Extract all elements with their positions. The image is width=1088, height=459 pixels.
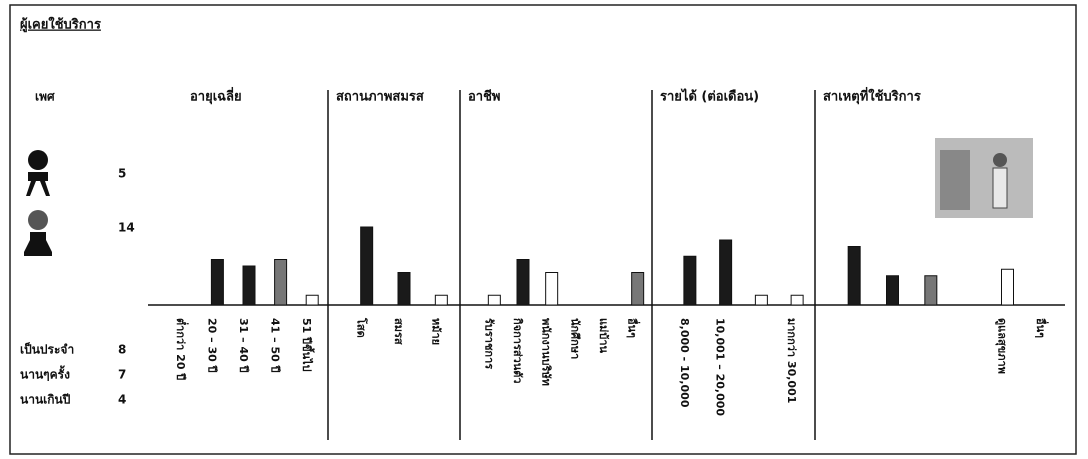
panel-title: สาเหตุที่ใช้บริการ xyxy=(823,87,921,105)
frequency-label: นานเกินปี xyxy=(20,393,71,407)
bar xyxy=(719,239,733,306)
bar-label: 20 – 30 ปี xyxy=(205,318,218,373)
bar xyxy=(790,294,804,306)
bar xyxy=(545,272,559,306)
bar-label: 51 ปีขึ้นไป xyxy=(300,318,315,372)
frequency-count: 7 xyxy=(118,368,126,382)
bar xyxy=(397,272,411,306)
male-count: 5 xyxy=(118,167,126,181)
panel-title: อายุเฉลี่ย xyxy=(190,87,242,105)
bar xyxy=(924,275,938,306)
bar-label: หม้าย xyxy=(429,318,442,345)
bar-label: รับราชการ xyxy=(482,318,495,369)
bar xyxy=(754,294,768,306)
bar-label: สมรส xyxy=(392,318,405,345)
bar xyxy=(242,265,256,306)
bar-label: 10,001 – 20,000 xyxy=(714,318,727,416)
frequency-label: เป็นประจำ xyxy=(20,342,74,357)
bar-label: แม่บ้าน xyxy=(597,318,610,354)
gender-label: เพศ xyxy=(35,90,55,104)
bar xyxy=(886,275,899,306)
female-icon xyxy=(24,210,52,256)
frequency-label: นานๆครั้ง xyxy=(20,365,70,382)
panel-title: รายได้ (ต่อเดือน) xyxy=(660,88,759,105)
bar xyxy=(487,294,501,306)
bar xyxy=(516,259,530,306)
female-count: 14 xyxy=(118,221,135,235)
panel-title: อาชีพ xyxy=(468,89,501,105)
frequency-count: 4 xyxy=(118,393,126,407)
male-icon xyxy=(26,150,50,196)
bar xyxy=(847,246,861,306)
title: ผู้เคยใช้บริการ xyxy=(20,16,101,33)
bar-label: กิจการส่วนตัว xyxy=(511,318,524,384)
bar xyxy=(360,226,374,306)
bar-label: โสด xyxy=(355,317,369,338)
bar-label: 41 – 50 ปี xyxy=(269,318,282,373)
bar-label: อื่นๆ xyxy=(626,318,641,339)
frame xyxy=(9,4,1077,455)
bar xyxy=(305,294,319,306)
photo xyxy=(935,138,1033,218)
bar xyxy=(434,294,448,306)
bar xyxy=(631,272,645,306)
bar-label: พนักงานบริษัท xyxy=(540,318,553,386)
bar xyxy=(1001,268,1014,306)
bar-label: ต่ำกว่า 20 ปี xyxy=(174,318,189,380)
bar-label: นักศึกษา xyxy=(568,318,581,359)
bar-label: มากกว่า 30,001 xyxy=(785,318,798,403)
panel-title: สถานภาพสมรส xyxy=(336,90,424,105)
bar-label: 8,000 - 10,000 xyxy=(678,318,691,408)
bar-label: 31 – 40 ปี xyxy=(237,318,250,373)
bar xyxy=(210,259,224,306)
bar xyxy=(683,255,697,306)
bar-label: อื่นๆ xyxy=(1034,318,1049,339)
bar xyxy=(274,259,288,306)
bar-label: ดูแลสุขภาพ xyxy=(995,318,1009,374)
frequency-count: 8 xyxy=(118,343,126,357)
